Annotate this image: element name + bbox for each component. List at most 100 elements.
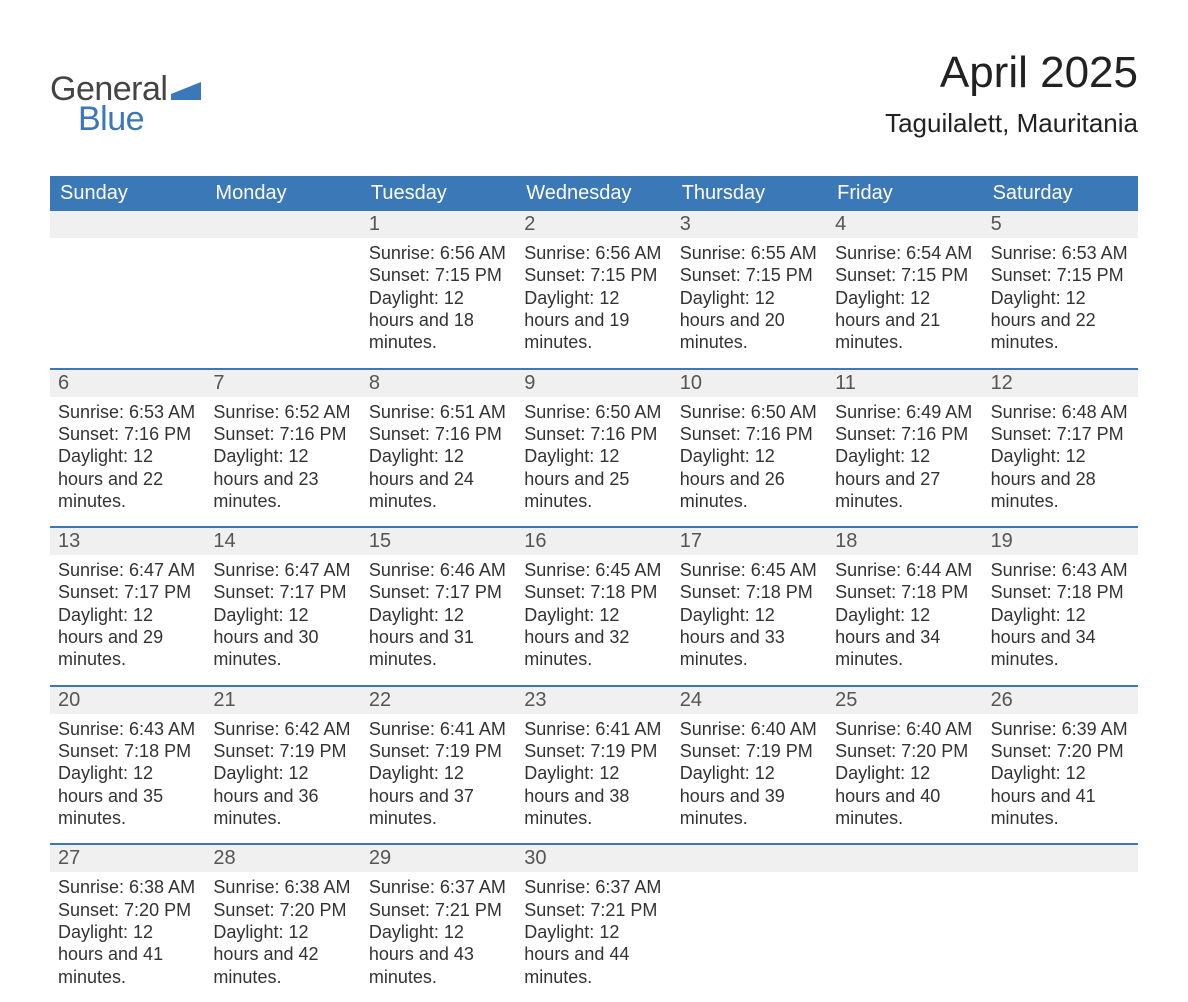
day-cell: Sunrise: 6:49 AMSunset: 7:16 PMDaylight:… <box>827 397 982 527</box>
day-number: 1 <box>361 211 516 238</box>
sunrise-line: Sunrise: 6:50 AM <box>680 401 819 423</box>
daybody-row: Sunrise: 6:47 AMSunset: 7:17 PMDaylight:… <box>50 555 1138 685</box>
day-number: 3 <box>672 211 827 238</box>
daylight-line: Daylight: 12 hours and 41 minutes. <box>991 762 1130 829</box>
sunrise-line: Sunrise: 6:37 AM <box>524 876 663 898</box>
day-number: 9 <box>516 370 671 397</box>
day-cell <box>983 872 1138 1002</box>
weekday-header: Tuesday <box>361 176 516 211</box>
calendar-week: 20212223242526Sunrise: 6:43 AMSunset: 7:… <box>50 685 1138 844</box>
sunrise-line: Sunrise: 6:45 AM <box>680 559 819 581</box>
daylight-line: Daylight: 12 hours and 43 minutes. <box>369 921 508 988</box>
sunrise-line: Sunrise: 6:52 AM <box>213 401 352 423</box>
daylight-line: Daylight: 12 hours and 23 minutes. <box>213 445 352 512</box>
day-number: 20 <box>50 687 205 714</box>
daylight-line: Daylight: 12 hours and 38 minutes. <box>524 762 663 829</box>
day-cell: Sunrise: 6:45 AMSunset: 7:18 PMDaylight:… <box>516 555 671 685</box>
daylight-line: Daylight: 12 hours and 35 minutes. <box>58 762 197 829</box>
weekday-header: Friday <box>827 176 982 211</box>
sunrise-line: Sunrise: 6:42 AM <box>213 718 352 740</box>
sunset-line: Sunset: 7:16 PM <box>680 423 819 445</box>
day-number: 19 <box>983 528 1138 555</box>
calendar-week: 13141516171819Sunrise: 6:47 AMSunset: 7:… <box>50 526 1138 685</box>
day-cell: Sunrise: 6:42 AMSunset: 7:19 PMDaylight:… <box>205 714 360 844</box>
weekday-header: Sunday <box>50 176 205 211</box>
sunrise-line: Sunrise: 6:54 AM <box>835 242 974 264</box>
sunrise-line: Sunrise: 6:49 AM <box>835 401 974 423</box>
weekday-header: Saturday <box>983 176 1138 211</box>
sunset-line: Sunset: 7:17 PM <box>213 581 352 603</box>
weekday-header-row: Sunday Monday Tuesday Wednesday Thursday… <box>50 176 1138 211</box>
sunset-line: Sunset: 7:16 PM <box>369 423 508 445</box>
sunset-line: Sunset: 7:16 PM <box>524 423 663 445</box>
sunrise-line: Sunrise: 6:51 AM <box>369 401 508 423</box>
daylight-line: Daylight: 12 hours and 33 minutes. <box>680 604 819 671</box>
day-number: 5 <box>983 211 1138 238</box>
sunrise-line: Sunrise: 6:41 AM <box>369 718 508 740</box>
daylight-line: Daylight: 12 hours and 42 minutes. <box>213 921 352 988</box>
day-cell: Sunrise: 6:37 AMSunset: 7:21 PMDaylight:… <box>516 872 671 1002</box>
sunset-line: Sunset: 7:18 PM <box>524 581 663 603</box>
sunset-line: Sunset: 7:18 PM <box>58 740 197 762</box>
daylight-line: Daylight: 12 hours and 40 minutes. <box>835 762 974 829</box>
day-number: 30 <box>516 845 671 872</box>
weekday-header: Wednesday <box>516 176 671 211</box>
sunset-line: Sunset: 7:17 PM <box>369 581 508 603</box>
day-cell: Sunrise: 6:50 AMSunset: 7:16 PMDaylight:… <box>516 397 671 527</box>
calendar-week: 27282930Sunrise: 6:38 AMSunset: 7:20 PMD… <box>50 843 1138 1002</box>
day-number: 14 <box>205 528 360 555</box>
daybody-row: Sunrise: 6:56 AMSunset: 7:15 PMDaylight:… <box>50 238 1138 368</box>
day-number: 28 <box>205 845 360 872</box>
day-cell: Sunrise: 6:48 AMSunset: 7:17 PMDaylight:… <box>983 397 1138 527</box>
day-cell: Sunrise: 6:50 AMSunset: 7:16 PMDaylight:… <box>672 397 827 527</box>
day-cell: Sunrise: 6:47 AMSunset: 7:17 PMDaylight:… <box>50 555 205 685</box>
sunset-line: Sunset: 7:17 PM <box>991 423 1130 445</box>
sunset-line: Sunset: 7:19 PM <box>524 740 663 762</box>
daynum-row: 6789101112 <box>50 370 1138 397</box>
daylight-line: Daylight: 12 hours and 41 minutes. <box>58 921 197 988</box>
day-number: 2 <box>516 211 671 238</box>
sunrise-line: Sunrise: 6:46 AM <box>369 559 508 581</box>
sunset-line: Sunset: 7:18 PM <box>991 581 1130 603</box>
sunset-line: Sunset: 7:16 PM <box>58 423 197 445</box>
sunrise-line: Sunrise: 6:45 AM <box>524 559 663 581</box>
day-cell: Sunrise: 6:55 AMSunset: 7:15 PMDaylight:… <box>672 238 827 368</box>
daylight-line: Daylight: 12 hours and 32 minutes. <box>524 604 663 671</box>
sunrise-line: Sunrise: 6:47 AM <box>213 559 352 581</box>
day-number <box>983 845 1138 872</box>
calendar-week: 12345Sunrise: 6:56 AMSunset: 7:15 PMDayl… <box>50 211 1138 368</box>
sunset-line: Sunset: 7:20 PM <box>835 740 974 762</box>
daylight-line: Daylight: 12 hours and 25 minutes. <box>524 445 663 512</box>
sunset-line: Sunset: 7:16 PM <box>835 423 974 445</box>
daynum-row: 12345 <box>50 211 1138 238</box>
daylight-line: Daylight: 12 hours and 39 minutes. <box>680 762 819 829</box>
day-number: 7 <box>205 370 360 397</box>
day-cell: Sunrise: 6:39 AMSunset: 7:20 PMDaylight:… <box>983 714 1138 844</box>
sunset-line: Sunset: 7:18 PM <box>835 581 974 603</box>
sunrise-line: Sunrise: 6:43 AM <box>58 718 197 740</box>
day-number <box>827 845 982 872</box>
daylight-line: Daylight: 12 hours and 30 minutes. <box>213 604 352 671</box>
daylight-line: Daylight: 12 hours and 19 minutes. <box>524 287 663 354</box>
sunrise-line: Sunrise: 6:39 AM <box>991 718 1130 740</box>
day-number: 10 <box>672 370 827 397</box>
day-cell: Sunrise: 6:41 AMSunset: 7:19 PMDaylight:… <box>361 714 516 844</box>
daybody-row: Sunrise: 6:53 AMSunset: 7:16 PMDaylight:… <box>50 397 1138 527</box>
daylight-line: Daylight: 12 hours and 20 minutes. <box>680 287 819 354</box>
sunrise-line: Sunrise: 6:40 AM <box>835 718 974 740</box>
daylight-line: Daylight: 12 hours and 29 minutes. <box>58 604 197 671</box>
day-number <box>672 845 827 872</box>
sunset-line: Sunset: 7:19 PM <box>680 740 819 762</box>
daylight-line: Daylight: 12 hours and 18 minutes. <box>369 287 508 354</box>
day-cell: Sunrise: 6:56 AMSunset: 7:15 PMDaylight:… <box>516 238 671 368</box>
day-number: 11 <box>827 370 982 397</box>
flag-icon <box>171 72 201 106</box>
sunrise-line: Sunrise: 6:55 AM <box>680 242 819 264</box>
day-cell: Sunrise: 6:56 AMSunset: 7:15 PMDaylight:… <box>361 238 516 368</box>
day-cell: Sunrise: 6:43 AMSunset: 7:18 PMDaylight:… <box>983 555 1138 685</box>
daylight-line: Daylight: 12 hours and 27 minutes. <box>835 445 974 512</box>
daylight-line: Daylight: 12 hours and 28 minutes. <box>991 445 1130 512</box>
sunrise-line: Sunrise: 6:48 AM <box>991 401 1130 423</box>
weekday-header: Monday <box>205 176 360 211</box>
day-cell: Sunrise: 6:45 AMSunset: 7:18 PMDaylight:… <box>672 555 827 685</box>
